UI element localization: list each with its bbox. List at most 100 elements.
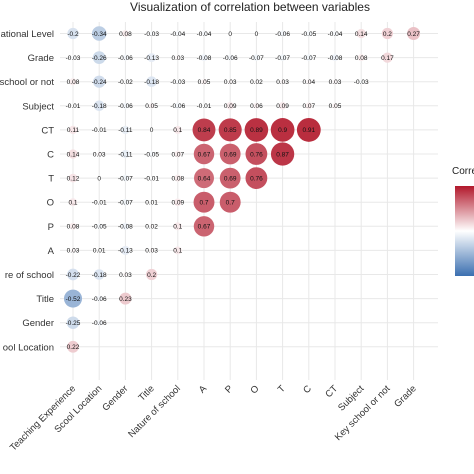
correlation-circle (121, 125, 130, 135)
correlation-circle (245, 143, 268, 165)
correlation-value-label: 0.85 (224, 127, 237, 134)
correlation-value-label: 0.17 (381, 55, 394, 62)
correlation-circle (173, 125, 182, 134)
correlation-circle (146, 76, 157, 88)
correlation-value-label: 0.03 (119, 272, 132, 279)
row-label: Subject (22, 101, 54, 112)
correlation-value-label: -0.34 (92, 31, 107, 38)
correlation-value-label: 0.14 (67, 151, 80, 158)
correlation-value-label: -0.07 (118, 175, 133, 182)
correlation-circle (174, 198, 182, 206)
correlation-circle (119, 292, 132, 305)
correlation-circle (175, 55, 180, 60)
correlation-circle (97, 200, 101, 204)
correlation-value-label: 0.08 (67, 79, 80, 86)
correlation-value-label: -0.08 (197, 55, 212, 62)
correlation-value-label: 0 (255, 31, 259, 38)
correlation-value-label: -0.01 (92, 200, 107, 207)
correlation-circle (278, 102, 287, 110)
correlation-value-label: -0.03 (66, 55, 81, 62)
row-label: A (48, 246, 55, 257)
correlation-value-label: 0.76 (250, 175, 263, 182)
correlation-value-label: 0.14 (355, 31, 368, 38)
correlation-circle (279, 30, 286, 37)
column-label: P (223, 383, 235, 395)
correlation-circle (219, 167, 241, 189)
correlation-value-label: -0.01 (66, 103, 81, 110)
correlation-circle (69, 198, 77, 207)
correlation-circle (97, 151, 102, 157)
correlation-value-label: 0.76 (250, 151, 263, 158)
correlation-value-label: 0.1 (68, 200, 77, 207)
correlation-value-label: -0.13 (118, 248, 133, 255)
correlation-value-label: -0.06 (118, 55, 133, 62)
correlation-circle (227, 54, 234, 61)
correlation-value-label: -0.18 (92, 103, 107, 110)
row-label: Gender (22, 318, 54, 329)
correlation-value-label: 0.04 (302, 79, 315, 86)
correlation-value-label: -0.13 (144, 55, 159, 62)
correlation-value-label: 0.08 (171, 175, 184, 182)
correlation-circle (122, 102, 129, 109)
column-label: Title (136, 383, 156, 403)
correlation-circle (359, 79, 364, 84)
correlation-value-label: 0 (97, 175, 101, 182)
correlation-circle (175, 31, 181, 36)
correlation-value-label: -0.06 (275, 31, 290, 38)
column-label: Gender (100, 383, 130, 413)
correlation-circle (173, 222, 182, 231)
correlation-value-label: 0.02 (145, 224, 158, 231)
legend-title: Corre (452, 166, 474, 177)
correlation-circle (121, 29, 129, 38)
correlation-circle (149, 224, 154, 229)
correlation-circle (96, 319, 103, 326)
correlation-circle (253, 54, 260, 61)
correlation-value-label: -0.08 (328, 55, 343, 62)
correlation-circle (150, 128, 154, 132)
correlation-value-label: 0.03 (93, 151, 106, 158)
correlation-circle (69, 222, 77, 230)
correlation-circle (122, 174, 129, 182)
row-label: P (48, 222, 54, 233)
row-label: ational Level (1, 29, 54, 40)
column-label: Scool Location (52, 383, 104, 435)
column-label: T (276, 383, 288, 395)
correlation-value-label: -0.04 (197, 31, 212, 38)
correlation-circle (67, 340, 79, 353)
correlation-value-label: 0.02 (250, 79, 263, 86)
correlation-circle (147, 53, 157, 63)
correlation-circle (253, 102, 260, 109)
correlation-value-label: 0.67 (198, 224, 211, 231)
correlation-circle (67, 268, 79, 281)
correlation-circle (68, 173, 78, 183)
correlation-value-label: -0.01 (197, 103, 212, 110)
correlation-value-label: 0.03 (171, 55, 184, 62)
correlation-circle (201, 78, 207, 85)
grid-lines (60, 22, 438, 380)
correlation-value-label: 0.27 (407, 31, 420, 38)
correlation-value-label: -0.06 (118, 103, 133, 110)
correlation-value-label: 0.08 (355, 55, 368, 62)
correlation-value-label: -0.03 (170, 79, 185, 86)
correlation-circle (92, 51, 106, 64)
correlation-value-label: 0.09 (171, 200, 184, 207)
correlation-value-label: 0.2 (147, 272, 156, 279)
correlation-value-label: -0.03 (144, 31, 159, 38)
correlation-value-label: 0.1 (173, 248, 182, 255)
correlation-value-label: 0.05 (198, 79, 211, 86)
correlation-circle (219, 191, 241, 213)
correlation-circle (96, 295, 103, 302)
correlation-value-label: -0.05 (92, 224, 107, 231)
correlation-value-label: 0.7 (226, 200, 235, 207)
correlation-value-label: -0.07 (249, 55, 264, 62)
correlation-circle (66, 316, 80, 329)
correlation-value-label: -0.22 (66, 272, 81, 279)
correlation-value-label: -0.18 (92, 272, 107, 279)
correlation-circle (357, 54, 365, 62)
correlation-circle (70, 55, 76, 60)
correlation-circle (63, 289, 83, 308)
correlation-circle (148, 151, 155, 157)
correlation-circle (120, 245, 130, 255)
correlation-value-label: 0.89 (250, 127, 263, 134)
